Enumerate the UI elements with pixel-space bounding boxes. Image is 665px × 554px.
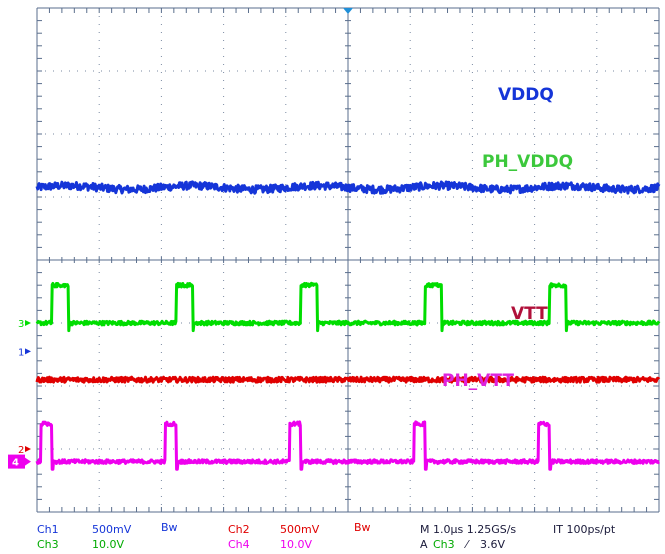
ch3-scale: 10.0V xyxy=(92,538,124,551)
ch3-label: Ch3 xyxy=(37,538,59,551)
trigger-position-icon xyxy=(343,8,353,14)
channel-4-marker-label: 4 xyxy=(12,458,19,469)
trace-vddq xyxy=(35,180,661,195)
channel-3-marker-arrow xyxy=(25,320,31,326)
trace-vtt xyxy=(35,375,661,384)
ch4-scale: 10.0V xyxy=(280,538,312,551)
graticule xyxy=(36,7,660,513)
trace-label-ph-vtt: PH_VTT xyxy=(442,371,514,391)
trace-ph-vtt xyxy=(35,420,661,471)
channel-markers: 3 1 2 4 xyxy=(8,319,31,469)
trace-ph-vddq xyxy=(35,281,661,333)
trace-label-vtt: VTT xyxy=(511,304,548,324)
interpolation-readout: IT 100ps/pt xyxy=(553,523,616,536)
trigger-slope-icon: ⁄ xyxy=(463,538,470,551)
ch2-label: Ch2 xyxy=(228,523,250,536)
trigger-channel: Ch3 xyxy=(433,538,455,551)
channel-4-marker-box xyxy=(8,454,25,469)
timebase-readout: M 1.0µs 1.25GS/s xyxy=(420,523,516,536)
status-bar: Ch1 500mV Bw Ch2 500mV Bw M 1.0µs 1.25GS… xyxy=(37,521,616,551)
channel-3-marker-label: 3 xyxy=(18,319,24,330)
channel-4-marker-arrow xyxy=(25,457,31,466)
channel-2-marker-label: 2 xyxy=(18,445,24,456)
trace-area xyxy=(35,180,661,471)
ch4-label: Ch4 xyxy=(228,538,250,551)
trace-label-vddq: VDDQ xyxy=(498,85,554,105)
bandwidth-limit-2: Bw xyxy=(354,521,371,534)
channel-2-marker-arrow xyxy=(25,446,31,452)
trigger-level: 3.6V xyxy=(480,538,505,551)
ch2-scale: 500mV xyxy=(280,523,320,536)
trace-labels: VDDQ PH_VDDQ VTT PH_VTT xyxy=(442,85,573,391)
trigger-source-prefix: A xyxy=(420,538,428,551)
trace-label-ph-vddq: PH_VDDQ xyxy=(482,152,573,172)
channel-1-marker-label: 1 xyxy=(18,347,24,358)
bandwidth-limit-1: Bw xyxy=(161,521,178,534)
ch1-label: Ch1 xyxy=(37,523,59,536)
channel-1-marker-arrow xyxy=(25,348,31,355)
ch1-scale: 500mV xyxy=(92,523,132,536)
